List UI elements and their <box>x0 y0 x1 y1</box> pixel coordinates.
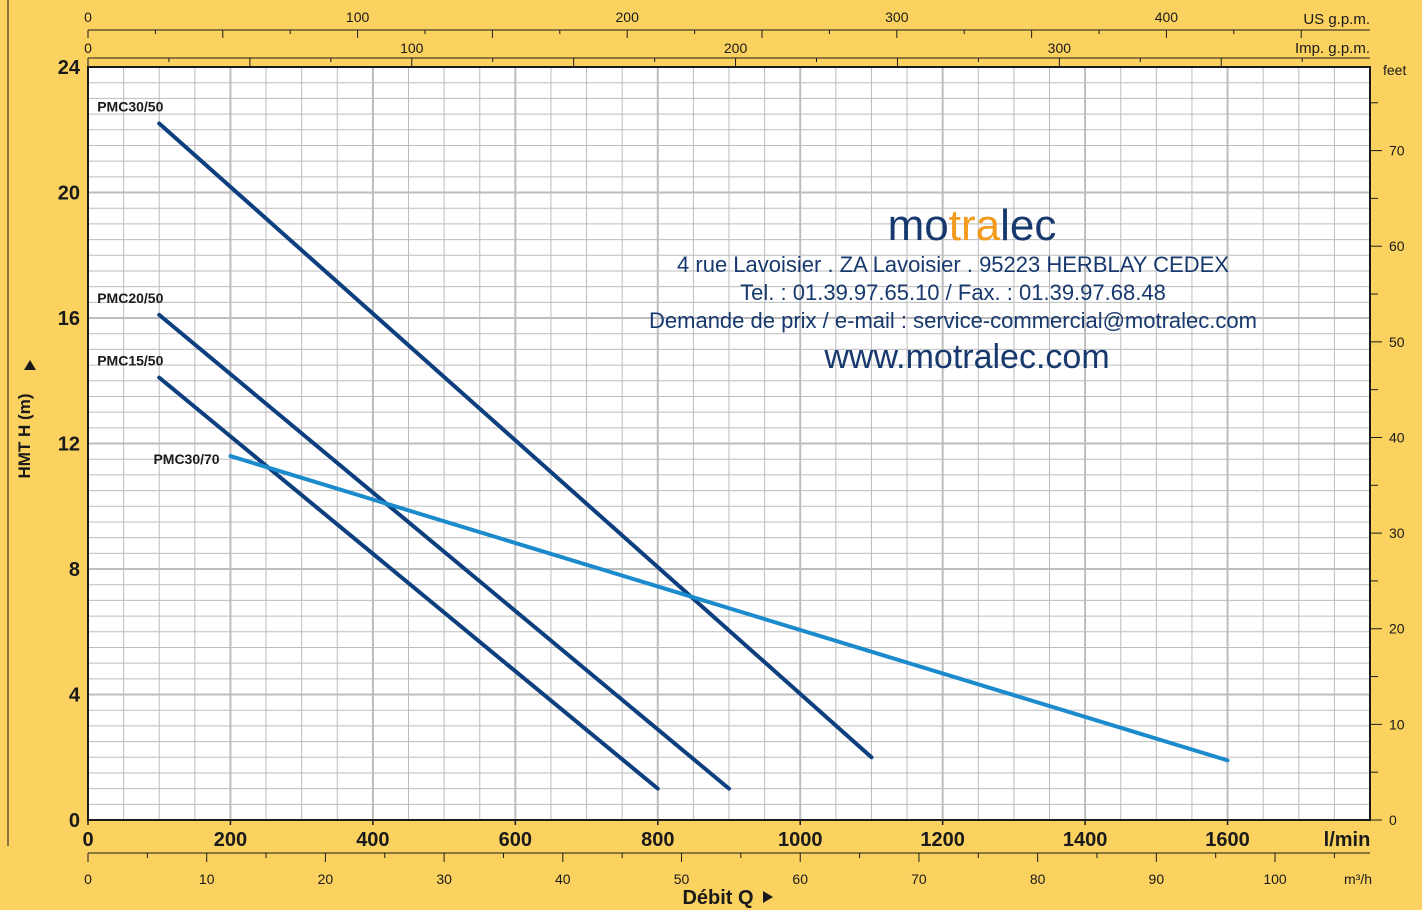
brand-address: 4 rue Lavoisier . ZA Lavoisier . 95223 H… <box>677 252 1229 277</box>
grid-group <box>88 67 1370 820</box>
y-tick-label: 0 <box>69 810 80 832</box>
y-tick-label: 16 <box>58 308 80 330</box>
us-gpm-tick-label: 0 <box>84 9 92 25</box>
us-gpm-tick-label: 300 <box>885 9 909 25</box>
brand-email: Demande de prix / e-mail : service-comme… <box>649 308 1257 333</box>
x-tick-label: 0 <box>82 829 93 851</box>
y-tick-label: 4 <box>69 685 81 707</box>
y-tick-label: 12 <box>58 434 80 456</box>
feet-unit-label: feet <box>1383 62 1406 78</box>
series-line-PMC30-50 <box>157 121 874 760</box>
series-label: PMC30/50 <box>97 98 163 114</box>
x-tick-label: 1400 <box>1063 829 1108 851</box>
series-label: PMC30/70 <box>153 451 219 467</box>
brand-logo-part: mo <box>888 201 949 250</box>
feet-tick-label: 50 <box>1389 334 1405 350</box>
x-tick-label: 600 <box>499 829 532 851</box>
us-gpm-unit-label: US g.p.m. <box>1303 11 1370 28</box>
m3h-tick-label: 20 <box>318 871 334 887</box>
y-tick-label: 20 <box>58 183 80 205</box>
series-line-PMC15-50 <box>157 375 660 791</box>
x-tick-label: 1600 <box>1205 829 1250 851</box>
imp-gpm-tick-label: 300 <box>1048 40 1072 56</box>
imp-gpm-tick-label: 200 <box>724 40 748 56</box>
x-axis-title: Débit Q <box>682 887 753 909</box>
feet-tick-label: 10 <box>1389 716 1405 732</box>
feet-tick-label: 20 <box>1389 621 1405 637</box>
m3h-tick-label: 100 <box>1263 871 1287 887</box>
x-tick-label: 1200 <box>920 829 965 851</box>
m3h-tick-label: 70 <box>911 871 927 887</box>
us-gpm-tick-label: 200 <box>616 9 640 25</box>
x-axis-arrow-icon <box>763 891 773 903</box>
brand-logo-part: lec <box>1000 201 1056 250</box>
feet-tick-label: 70 <box>1389 143 1405 159</box>
plot-frame <box>87 66 1371 821</box>
m3h-tick-label: 60 <box>792 871 808 887</box>
brand-website: www.motralec.com <box>823 338 1109 376</box>
x-tick-label: 800 <box>641 829 674 851</box>
m3h-tick-label: 50 <box>674 871 690 887</box>
feet-tick-label: 30 <box>1389 525 1405 541</box>
x-tick-label: 400 <box>356 829 389 851</box>
imp-gpm-tick-label: 100 <box>400 40 424 56</box>
brand-logo-part: tra <box>949 201 1001 250</box>
feet-tick-label: 0 <box>1389 812 1397 828</box>
series-label: PMC15/50 <box>97 353 163 369</box>
y-axis-arrow-icon <box>24 360 36 370</box>
y-axis-title: HMT H (m) <box>15 394 34 479</box>
series-label: PMC20/50 <box>97 290 163 306</box>
m3h-tick-label: 80 <box>1030 871 1046 887</box>
m3h-tick-label: 90 <box>1149 871 1165 887</box>
m3h-tick-label: 0 <box>84 871 92 887</box>
m3h-unit-label: m³/h <box>1344 871 1372 887</box>
feet-tick-label: 40 <box>1389 429 1405 445</box>
us-gpm-tick-label: 400 <box>1155 9 1179 25</box>
us-gpm-tick-label: 100 <box>346 9 370 25</box>
imp-gpm-tick-label: 0 <box>84 40 92 56</box>
imp-gpm-unit-label: Imp. g.p.m. <box>1295 40 1370 57</box>
series-line-PMC30-70 <box>228 454 1230 763</box>
feet-tick-label: 60 <box>1389 238 1405 254</box>
m3h-tick-label: 30 <box>436 871 452 887</box>
x-tick-label: 200 <box>214 829 247 851</box>
brand-logo: motralec <box>888 201 1057 250</box>
m3h-tick-label: 40 <box>555 871 571 887</box>
y-tick-label: 8 <box>69 559 80 581</box>
series-line-PMC20-50 <box>157 312 731 791</box>
m3h-tick-label: 10 <box>199 871 215 887</box>
x-tick-label: 1000 <box>778 829 823 851</box>
brand-phone: Tel. : 01.39.97.65.10 / Fax. : 01.39.97.… <box>740 280 1166 305</box>
x-unit-label: l/min <box>1324 829 1371 851</box>
y-tick-label: 24 <box>58 57 81 79</box>
